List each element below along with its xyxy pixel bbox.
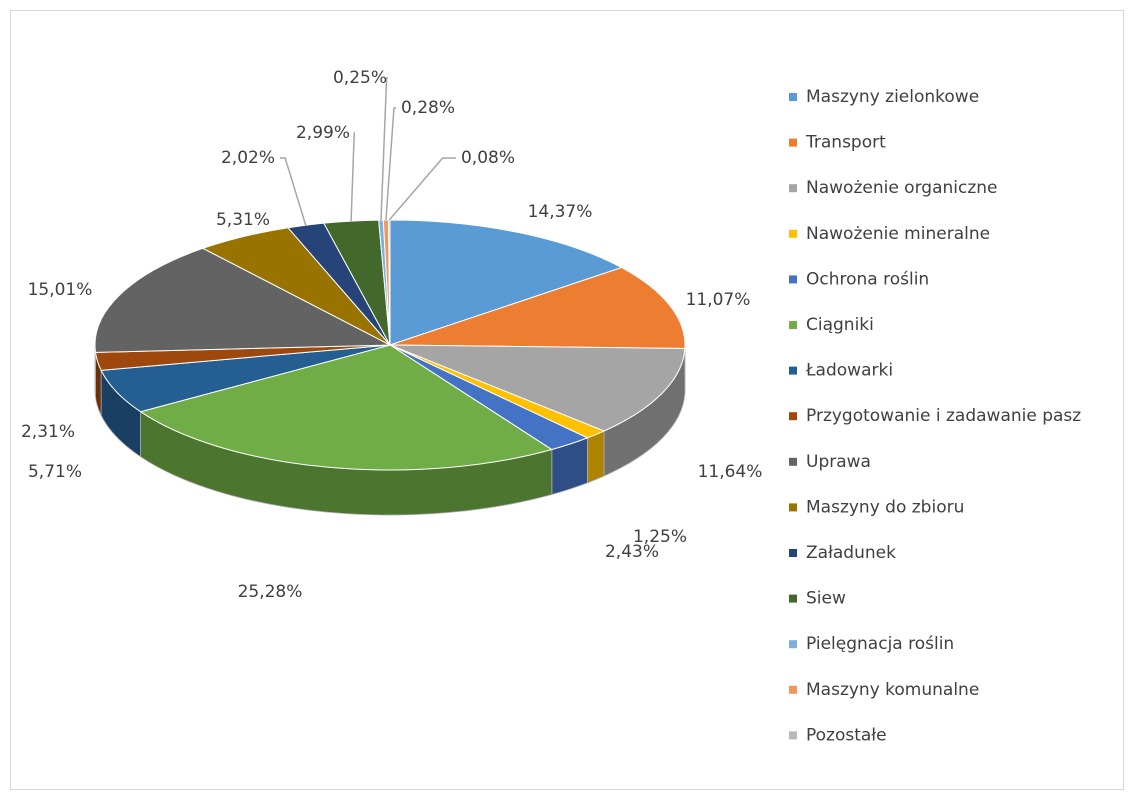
legend-label: Maszyny komunalne — [806, 680, 979, 700]
legend-label: Uprawa — [806, 452, 871, 472]
data-label: 0,28% — [401, 98, 455, 118]
legend-marker — [789, 457, 797, 466]
legend-marker — [789, 640, 797, 649]
legend-label: Transport — [805, 133, 886, 153]
pie-side — [587, 430, 605, 484]
legend-label: Pielęgnacja roślin — [806, 634, 954, 654]
legend: Maszyny zielonkowe Transport Nawożenie org… — [789, 87, 1081, 745]
pie-slice — [389, 344, 686, 432]
legend-marker — [789, 503, 797, 512]
data-label: 5,71% — [28, 462, 82, 482]
pie-sides — [94, 344, 686, 516]
pie-slice — [389, 267, 686, 349]
leader-line — [350, 132, 355, 222]
legend-label: Załadunek — [806, 543, 896, 563]
legend-marker — [789, 685, 797, 694]
legend-marker — [789, 412, 797, 421]
data-labels: 14,37% 11,07% 11,64% 1,25%2,43% 25,28% 5,71% 2… — [21, 68, 762, 602]
legend-label: Przygotowanie i zadawanie pasz — [806, 406, 1081, 426]
legend-label: Nawożenie organiczne — [806, 178, 997, 198]
data-label: 2,31% — [21, 422, 75, 442]
legend-label: Nawożenie mineralne — [806, 224, 990, 244]
leader-line — [385, 107, 396, 221]
legend-label: Siew — [806, 589, 846, 609]
legend-label: Ładowarki — [805, 361, 893, 381]
data-label: 11,07% — [686, 290, 751, 310]
data-label: 2,99% — [296, 123, 350, 143]
legend-marker — [789, 275, 797, 284]
legend-marker — [789, 321, 797, 329]
legend-marker — [789, 594, 797, 603]
pie-slice — [139, 344, 554, 471]
data-label: 14,37% — [528, 202, 593, 222]
legend-marker — [789, 138, 797, 147]
leader-line — [388, 157, 456, 221]
pie-slice — [389, 219, 623, 346]
legend-marker — [789, 184, 797, 193]
legend-marker — [789, 366, 797, 375]
data-label: 0,08% — [461, 148, 515, 168]
legend-marker — [789, 731, 797, 740]
legend-label: Maszyny zielonkowe — [806, 87, 979, 107]
data-label: 25,28% — [238, 582, 303, 602]
legend-label: Ochrona roślin — [806, 269, 929, 289]
data-label: 2,02% — [221, 148, 275, 168]
legend-label: Ciągniki — [806, 315, 874, 335]
data-label: 2,43% — [605, 542, 659, 562]
pie-tops — [94, 219, 686, 471]
legend-label: Maszyny do zbioru — [806, 497, 964, 517]
leader-line — [280, 157, 307, 226]
legend-marker — [789, 229, 797, 238]
legend-marker — [789, 93, 797, 101]
data-label: 15,01% — [28, 280, 93, 300]
data-label: 11,64% — [698, 462, 763, 482]
leader-line — [380, 77, 388, 221]
pie-slice — [94, 247, 391, 353]
legend-marker — [789, 549, 797, 557]
data-label: 0,25% — [333, 68, 387, 88]
data-label: 1,25% — [633, 527, 687, 547]
legend-label: Pozostałe — [806, 725, 887, 745]
data-label: 5,31% — [216, 210, 270, 230]
